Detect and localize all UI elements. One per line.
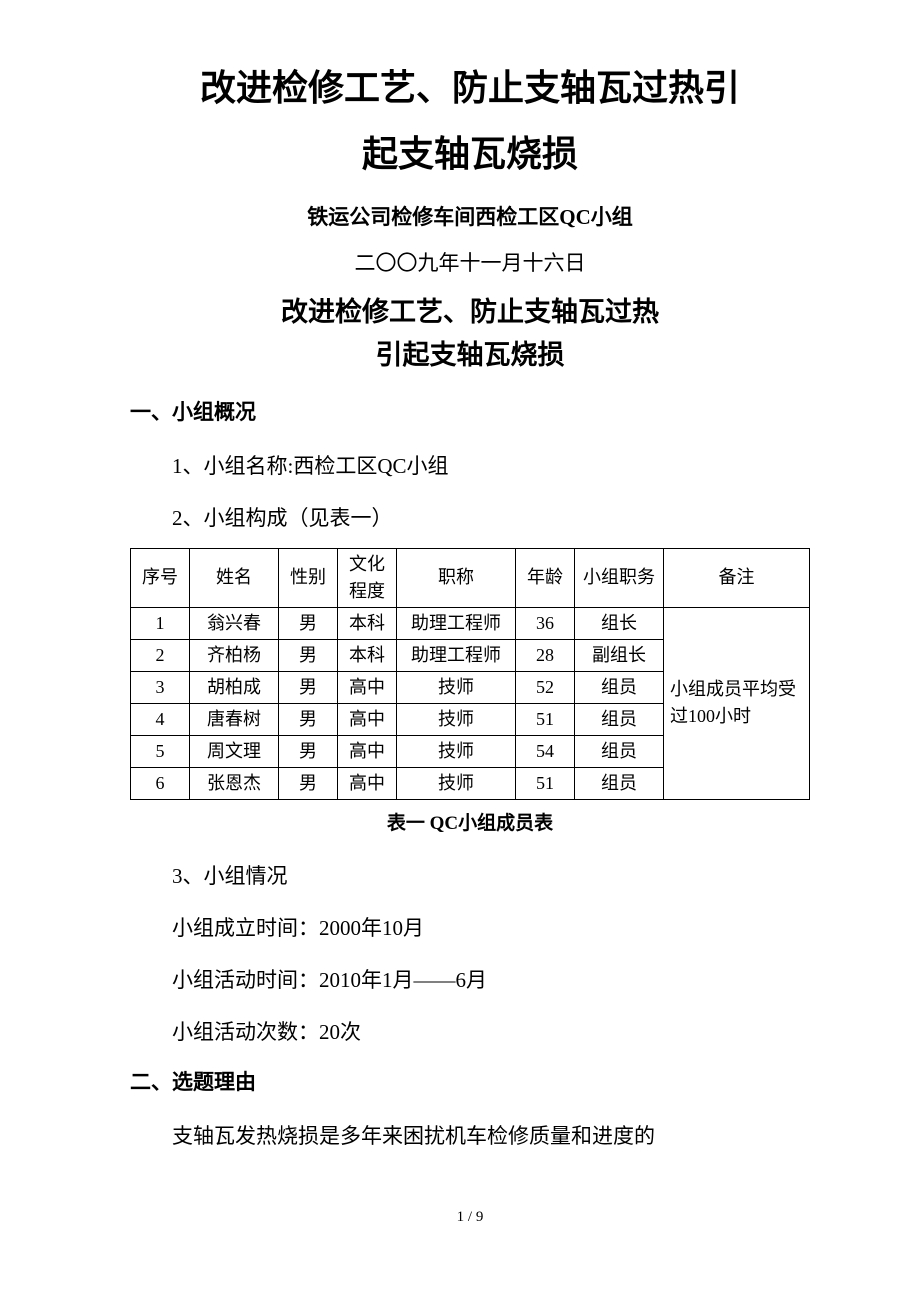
repeat-title-line1: 改进检修工艺、防止支轴瓦过热 xyxy=(130,291,810,334)
cell-role: 组员 xyxy=(575,735,664,767)
section-1-item-3: 3、小组情况 xyxy=(130,853,810,899)
cell-age: 51 xyxy=(516,767,575,799)
organization-subtitle: 铁运公司检修车间西检工区QC小组 xyxy=(130,199,810,237)
cell-age: 36 xyxy=(516,607,575,639)
cell-name: 唐春树 xyxy=(190,703,279,735)
table-caption: 表一 QC小组成员表 xyxy=(130,808,810,835)
cell-title: 技师 xyxy=(397,767,516,799)
header-seq: 序号 xyxy=(131,548,190,607)
cell-name: 周文理 xyxy=(190,735,279,767)
repeat-title-line2: 引起支轴瓦烧损 xyxy=(130,334,810,377)
header-title: 职称 xyxy=(397,548,516,607)
cell-name: 张恩杰 xyxy=(190,767,279,799)
cell-role: 副组长 xyxy=(575,639,664,671)
header-gender: 性别 xyxy=(279,548,338,607)
header-role: 小组职务 xyxy=(575,548,664,607)
cell-gender: 男 xyxy=(279,639,338,671)
group-founded-date: 小组成立时间：2000年10月 xyxy=(130,905,810,951)
section-1-item-1: 1、小组名称:西检工区QC小组 xyxy=(130,443,810,489)
cell-age: 54 xyxy=(516,735,575,767)
header-remark: 备注 xyxy=(664,548,810,607)
cell-title: 助理工程师 xyxy=(397,639,516,671)
cell-name: 胡柏成 xyxy=(190,671,279,703)
section-2-body: 支轴瓦发热烧损是多年来困扰机车检修质量和进度的 xyxy=(130,1113,810,1159)
table-header-row: 序号 姓名 性别 文化程度 职称 年龄 小组职务 备注 xyxy=(131,548,810,607)
document-date: 二〇〇九年十一月十六日 xyxy=(130,245,810,283)
cell-title: 技师 xyxy=(397,735,516,767)
cell-seq: 3 xyxy=(131,671,190,703)
cell-role: 组员 xyxy=(575,703,664,735)
cell-name: 齐柏杨 xyxy=(190,639,279,671)
cell-edu: 高中 xyxy=(338,735,397,767)
cell-edu: 本科 xyxy=(338,639,397,671)
group-activity-period: 小组活动时间：2010年1月——6月 xyxy=(130,957,810,1003)
header-edu: 文化程度 xyxy=(338,548,397,607)
header-name: 姓名 xyxy=(190,548,279,607)
cell-role: 组长 xyxy=(575,607,664,639)
cell-gender: 男 xyxy=(279,767,338,799)
cell-edu: 高中 xyxy=(338,767,397,799)
cell-seq: 6 xyxy=(131,767,190,799)
cell-seq: 4 xyxy=(131,703,190,735)
document-title-line1: 改进检修工艺、防止支轴瓦过热引 xyxy=(130,60,810,118)
section-1-item-2: 2、小组构成（见表一） xyxy=(130,495,810,541)
cell-edu: 本科 xyxy=(338,607,397,639)
cell-gender: 男 xyxy=(279,735,338,767)
cell-seq: 5 xyxy=(131,735,190,767)
page-number: 1 / 9 xyxy=(130,1209,810,1226)
cell-age: 28 xyxy=(516,639,575,671)
cell-name: 翁兴春 xyxy=(190,607,279,639)
cell-remark: 小组成员平均受过100小时 xyxy=(664,607,810,799)
qc-members-table: 序号 姓名 性别 文化程度 职称 年龄 小组职务 备注 1翁兴春男本科助理工程师… xyxy=(130,548,810,800)
cell-edu: 高中 xyxy=(338,671,397,703)
cell-title: 技师 xyxy=(397,703,516,735)
cell-gender: 男 xyxy=(279,671,338,703)
cell-role: 组员 xyxy=(575,767,664,799)
document-title-line2: 起支轴瓦烧损 xyxy=(130,126,810,184)
cell-age: 52 xyxy=(516,671,575,703)
cell-gender: 男 xyxy=(279,607,338,639)
section-1-heading: 一、小组概况 xyxy=(130,391,810,433)
group-activity-count: 小组活动次数：20次 xyxy=(130,1009,810,1055)
cell-title: 助理工程师 xyxy=(397,607,516,639)
cell-age: 51 xyxy=(516,703,575,735)
cell-seq: 2 xyxy=(131,639,190,671)
header-age: 年龄 xyxy=(516,548,575,607)
cell-gender: 男 xyxy=(279,703,338,735)
section-2-heading: 二、选题理由 xyxy=(130,1061,810,1103)
cell-title: 技师 xyxy=(397,671,516,703)
cell-edu: 高中 xyxy=(338,703,397,735)
cell-seq: 1 xyxy=(131,607,190,639)
cell-role: 组员 xyxy=(575,671,664,703)
table-row: 1翁兴春男本科助理工程师36组长小组成员平均受过100小时 xyxy=(131,607,810,639)
